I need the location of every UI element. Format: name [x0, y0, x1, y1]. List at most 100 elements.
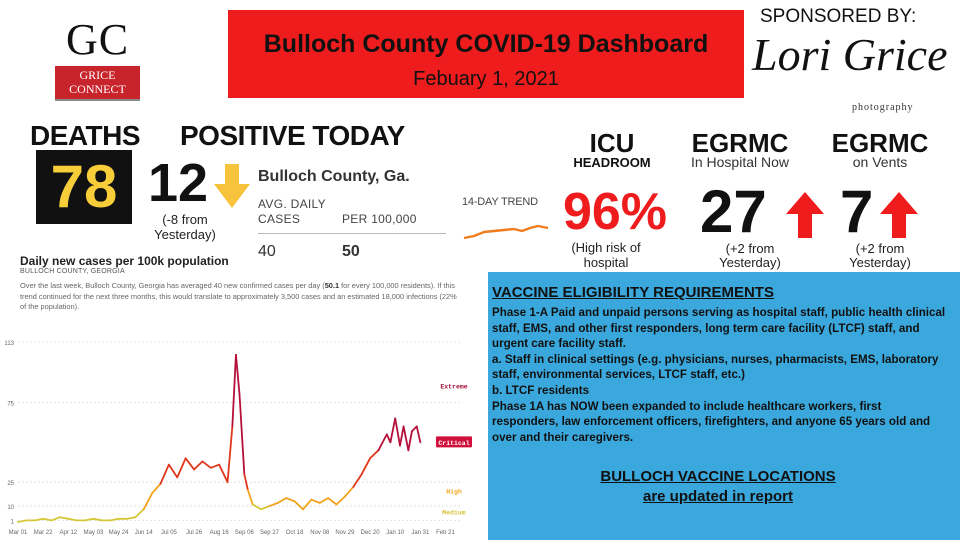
series-segment — [226, 425, 234, 484]
cases-chart: 1 10 25 75 113 Mar 01 Mar 22 Apr 12 May 03 May 24… — [4, 341, 472, 536]
series-segment — [84, 517, 95, 522]
series-segment — [67, 517, 78, 522]
desc-pre: Over the last week, Bulloch County, Geor… — [20, 281, 325, 290]
per-100k-header: PER 100,000 — [342, 212, 417, 226]
x-tick-label: Jul 05 — [161, 530, 178, 536]
positive-today-label: POSITIVE TODAY — [180, 120, 405, 151]
egrmc-hospital-label: EGRMC — [691, 128, 789, 158]
vaccine-line: b. LTCF residents — [492, 383, 590, 397]
vaccine-body: Phase 1-A Paid and unpaid persons servin… — [492, 305, 950, 445]
series-segment — [184, 457, 195, 471]
series-segment — [209, 463, 221, 469]
series-segment — [17, 519, 28, 523]
series-segment — [369, 449, 380, 460]
series-segment — [109, 517, 120, 522]
logo-line2: CONNECT — [69, 82, 126, 96]
up-arrow-icon — [880, 192, 918, 238]
avg-daily-cases-value: 40 — [258, 243, 276, 260]
series-segment — [50, 516, 61, 522]
series-segment — [352, 473, 363, 488]
x-tick-label: Nov 29 — [335, 530, 355, 536]
series-segment — [235, 353, 241, 396]
y-tick-label: 25 — [7, 481, 14, 487]
logo-line1: GRICE — [79, 68, 116, 82]
page-title: Bulloch County COVID-19 Dashboard — [263, 30, 709, 58]
series-segment — [302, 498, 313, 511]
egrmc-hospital-note: (+2 from Yesterday) — [719, 241, 781, 270]
logo-badge: GRICE CONNECT — [55, 66, 140, 101]
trend-line — [463, 224, 549, 240]
table-divider — [258, 233, 446, 234]
vaccine-locations-line1: BULLOCH VACCINE LOCATIONS — [600, 468, 836, 485]
series-segment — [394, 417, 401, 447]
egrmc-vents-label: EGRMC — [831, 128, 929, 158]
series-segment — [159, 463, 170, 485]
grice-connect-logo: GC GRICE CONNECT — [55, 18, 140, 101]
series-segment — [399, 425, 405, 447]
egrmc-hospital-value: 27 — [700, 178, 767, 245]
x-tick-label: Jan 31 — [411, 530, 430, 536]
sponsor-subtitle: photography — [852, 102, 914, 113]
per-100k-value: 50 — [342, 243, 360, 260]
series-segment — [126, 516, 137, 520]
egrmc-hospital-sublabel: In Hospital Now — [690, 154, 790, 170]
x-tick-label: May 03 — [84, 530, 104, 536]
egrmc-vents-note: (+2 from Yesterday) — [849, 241, 911, 270]
series-segment — [285, 497, 296, 503]
series-segment — [268, 501, 279, 507]
x-tick-label: May 24 — [109, 530, 129, 536]
vaccine-line: a. Staff in clinical settings (e.g. phys… — [492, 352, 939, 382]
positive-today-change: (-8 from Yesterday) — [154, 212, 216, 242]
series-segment — [360, 457, 371, 476]
chart-title: Daily new cases per 100k population — [20, 254, 229, 268]
series-segment — [411, 425, 418, 433]
series-segment — [335, 495, 346, 506]
up-arrow-icon — [786, 192, 824, 238]
deaths-value: 78 — [36, 150, 132, 224]
vaccine-line: Phase 1A has NOW been expanded to includ… — [492, 399, 931, 444]
page-date: Febuary 1, 2021 — [413, 68, 559, 90]
series-segment — [92, 517, 103, 522]
x-tick-label: Apr 12 — [59, 530, 77, 536]
trend-label: 14-DAY TREND — [462, 196, 538, 208]
series-segment — [231, 353, 237, 428]
series-segment — [260, 505, 271, 511]
desc-post: for every 100,000 residents). If this tr… — [20, 281, 457, 312]
chart-subtitle: BULLOCH COUNTY, GEORGIA — [20, 268, 125, 275]
series-segment — [59, 516, 70, 520]
series-segment — [201, 460, 212, 469]
series-segment — [318, 497, 330, 504]
series-segment — [151, 482, 162, 495]
avg-daily-cases-header: AVG. DAILY CASES — [258, 197, 326, 226]
x-tick-label: Oct 18 — [286, 530, 304, 536]
risk-label-bg — [436, 436, 472, 448]
series-segment — [407, 430, 413, 452]
series-segment — [142, 492, 154, 511]
series-segment — [377, 433, 388, 452]
trend-sparkline — [463, 224, 549, 240]
icu-label: ICU — [589, 128, 635, 158]
risk-label: Extreme — [440, 384, 467, 391]
y-tick-label: 75 — [7, 402, 14, 408]
down-arrow-icon — [214, 164, 250, 208]
risk-label: High — [446, 489, 462, 496]
sponsor-logo: Lori Grice — [752, 29, 948, 80]
vaccine-title: VACCINE ELIGIBILITY REQUIREMENTS — [492, 284, 774, 301]
x-tick-label: Aug 16 — [210, 530, 230, 536]
egrmc-vents-value: 7 — [840, 178, 874, 245]
series-segment — [238, 393, 246, 476]
series-segment — [327, 497, 338, 506]
desc-bold: 50.1 — [324, 281, 340, 290]
series-segment — [402, 425, 410, 452]
x-tick-label: Nov 08 — [310, 530, 330, 536]
positive-today-value: 12 — [148, 153, 209, 213]
deaths-label: DEATHS — [30, 120, 141, 151]
y-tick-label: 113 — [4, 341, 14, 347]
risk-label: Medium — [442, 509, 466, 516]
series-segment — [344, 486, 355, 498]
x-tick-label: Sep 27 — [260, 530, 280, 536]
series-segment — [176, 457, 187, 479]
series-segment — [33, 517, 45, 522]
icu-sublabel: HEADROOM — [573, 155, 651, 170]
series-segment — [193, 460, 204, 471]
